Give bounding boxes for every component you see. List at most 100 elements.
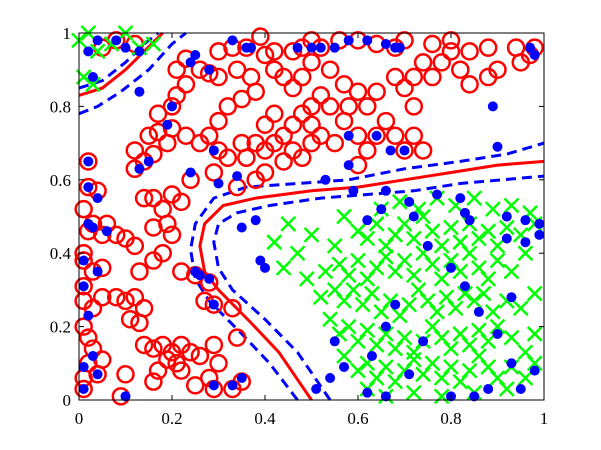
support-vector-point <box>459 207 470 218</box>
cross-point <box>266 234 283 251</box>
support-vector-point <box>120 42 131 53</box>
support-vector-point <box>362 215 373 226</box>
cross-point <box>401 296 418 313</box>
support-vector-point <box>343 35 354 46</box>
circle-point <box>153 243 172 263</box>
circle-point <box>125 236 145 256</box>
cross-point <box>466 190 483 207</box>
support-vector-point <box>404 196 415 207</box>
circle-point <box>255 115 275 134</box>
circle-point <box>367 82 386 101</box>
cross-point <box>433 271 450 287</box>
cross-point <box>443 359 459 375</box>
decision-boundary-upper <box>78 31 164 97</box>
circle-point <box>204 163 224 182</box>
cross-point <box>298 271 315 287</box>
cross-point <box>396 252 413 269</box>
support-vector-point <box>446 262 456 273</box>
support-vector-point <box>339 361 350 372</box>
circle-point <box>404 67 424 87</box>
cross-point <box>457 285 473 302</box>
circle-point <box>325 133 344 153</box>
cross-point <box>526 355 543 372</box>
circle-point <box>74 317 93 336</box>
support-vector-point <box>320 174 331 185</box>
support-vector-point <box>487 101 498 112</box>
cross-point <box>498 381 515 397</box>
circle-point <box>199 126 219 146</box>
circle-point <box>358 141 377 160</box>
cross-point <box>145 36 162 52</box>
support-vector-point <box>362 387 373 398</box>
margin-lower-arm <box>78 31 187 116</box>
y-tick-label: 0 <box>63 391 72 410</box>
circle-point <box>204 335 224 355</box>
support-vector-point <box>376 204 387 215</box>
cross-point <box>317 263 334 280</box>
y-tick-label: 0.4 <box>50 244 72 263</box>
cross-point <box>303 226 320 243</box>
circle-point <box>339 97 358 116</box>
circle-point <box>120 310 140 329</box>
support-vector-point <box>520 215 531 226</box>
circle-point <box>134 335 154 355</box>
circle-point <box>395 141 414 160</box>
support-vector-point <box>250 215 261 226</box>
circle-point <box>292 148 312 168</box>
circle-point <box>441 42 461 61</box>
support-vector-point <box>459 281 470 292</box>
support-vector-point <box>329 42 340 53</box>
support-vector-point <box>78 383 89 394</box>
support-vector-point <box>232 171 243 182</box>
cross-point <box>480 271 497 287</box>
support-vector-point <box>92 193 103 204</box>
cross-point <box>447 300 464 317</box>
cross-point <box>443 340 459 357</box>
y-tick-label: 0.8 <box>50 97 71 116</box>
circle-point <box>227 60 247 79</box>
cross-point <box>443 219 459 236</box>
circle-point <box>432 53 451 72</box>
cross-point <box>359 322 376 339</box>
x-tick-label: 0.8 <box>440 409 461 428</box>
cross-point <box>424 355 441 372</box>
circle-point <box>172 361 191 380</box>
cross-point <box>512 300 529 317</box>
circle-point <box>79 328 98 347</box>
cross-point <box>489 318 506 335</box>
plot-frame <box>78 32 545 401</box>
support-vector-point <box>208 380 219 391</box>
circle-point <box>148 361 168 380</box>
cross-point <box>484 304 501 320</box>
circle-point <box>334 75 354 94</box>
support-vector-point <box>408 211 419 222</box>
support-vector-point <box>292 42 303 53</box>
circle-point <box>162 225 182 245</box>
circle-point <box>302 115 321 134</box>
support-vector-point <box>380 185 391 196</box>
circle-point <box>274 152 293 171</box>
circle-point <box>255 45 275 65</box>
cross-point <box>289 245 306 262</box>
circle-point <box>116 291 135 311</box>
circle-point <box>404 97 424 116</box>
circle-point <box>148 104 168 123</box>
support-vector-point <box>83 46 94 57</box>
circle-point <box>460 75 479 94</box>
support-vector-point <box>236 372 247 383</box>
cross-point <box>405 267 422 284</box>
support-vector-point <box>120 391 131 402</box>
circle-point <box>385 67 405 87</box>
cross-point <box>340 318 357 335</box>
circle-point <box>385 126 405 146</box>
margin-lower-main <box>212 174 545 401</box>
cross-point <box>340 267 357 284</box>
cross-point <box>433 388 450 405</box>
support-vector-point <box>422 240 433 251</box>
support-vector-point <box>371 130 382 141</box>
circle-point <box>144 372 163 391</box>
circle-point <box>283 115 303 134</box>
cross-point <box>415 208 431 225</box>
circle-point <box>302 133 321 153</box>
circle-point <box>223 299 242 318</box>
